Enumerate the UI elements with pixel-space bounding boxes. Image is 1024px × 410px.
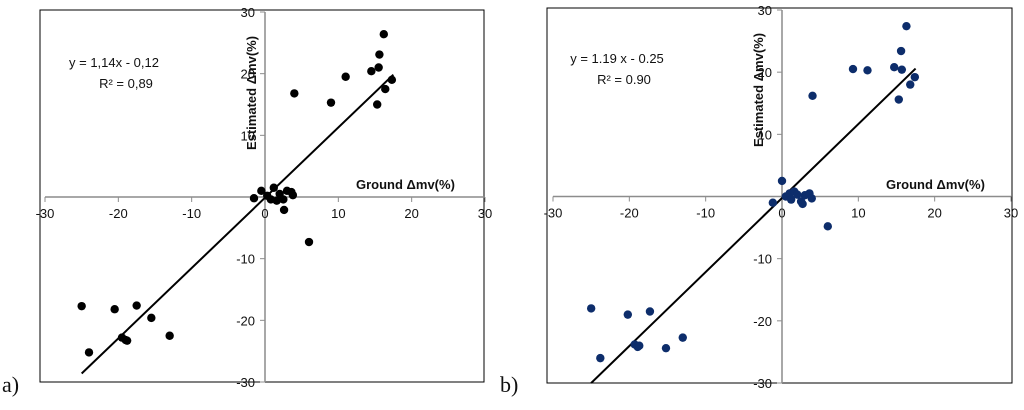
- data-point-b: [894, 95, 903, 104]
- y-tick-label-a: -10: [236, 252, 255, 267]
- x-tick-label-b: -10: [696, 206, 715, 221]
- data-point-b: [897, 65, 907, 74]
- y-tick-label-b: 30: [758, 3, 772, 18]
- data-point-a: [304, 237, 314, 247]
- x-tick-label-a: -10: [182, 206, 201, 221]
- data-point-a: [279, 195, 288, 204]
- data-point-b: [596, 353, 605, 363]
- data-point-b: [807, 194, 816, 203]
- data-point-a: [132, 301, 141, 310]
- data-point-a: [387, 75, 397, 85]
- data-point-a: [77, 301, 86, 311]
- x-tick-label-b: -30: [544, 206, 563, 221]
- x-tick-label-b: 10: [851, 206, 865, 221]
- data-point-a: [279, 205, 289, 215]
- data-point-b: [823, 222, 832, 231]
- x-tick-label-b: -20: [620, 206, 639, 221]
- data-point-b: [808, 91, 817, 100]
- data-point-a: [84, 348, 94, 357]
- data-point-a: [288, 190, 298, 200]
- panel-a: a) y = 1,14x - 0,12 R² = 0,89 Ground Δmv…: [2, 5, 492, 397]
- x-axis-label-b: Ground Δmv(%): [886, 177, 985, 192]
- data-point-b: [786, 195, 796, 204]
- y-axis-label-a: Estimated Δmv(%): [244, 36, 259, 150]
- equation-a: y = 1,14x - 0,12: [69, 55, 159, 70]
- data-point-b: [777, 176, 787, 186]
- x-tick-label-a: -30: [36, 206, 55, 221]
- data-point-a: [374, 63, 383, 72]
- regression-line-b: [590, 67, 917, 384]
- data-point-b: [635, 341, 644, 350]
- y-tick-label-a: 10: [241, 128, 255, 143]
- y-tick-label-a: 20: [241, 67, 255, 82]
- data-point-a: [290, 89, 299, 98]
- r-squared-a: R² = 0,89: [99, 76, 153, 91]
- data-point-a: [269, 183, 278, 192]
- x-tick-label-b: 20: [927, 206, 941, 221]
- data-point-b: [678, 333, 687, 342]
- data-point-a: [272, 196, 281, 205]
- data-point-b: [623, 310, 633, 319]
- plot-content-a: -30 -20 -10 0 10 20 30 -30 -20 -10 10 20 30: [36, 5, 493, 390]
- data-point-b: [586, 304, 596, 313]
- data-point-a: [165, 331, 174, 340]
- data-point-b: [902, 21, 911, 31]
- r-squared-b: R² = 0.90: [597, 72, 651, 87]
- data-point-a: [379, 30, 388, 39]
- x-axis-label-a: Ground Δmv(%): [356, 177, 455, 192]
- y-axis-label-b: Estimated Δmv(%): [751, 33, 766, 147]
- x-tick-label-a: 30: [478, 206, 492, 221]
- y-tick-label-a: -30: [236, 375, 255, 390]
- data-point-b: [848, 64, 858, 74]
- x-tick-label-a: 20: [404, 206, 418, 221]
- x-tick-label-a: 0: [261, 206, 268, 221]
- data-point-a: [381, 84, 390, 94]
- y-tick-label-b: -20: [753, 314, 772, 329]
- panel-b: b) y = 1.19 x - 0.25 R² = 0.90 Ground Δm…: [500, 3, 1018, 397]
- data-point-b: [645, 307, 655, 316]
- y-tick-label-a: -20: [236, 313, 255, 328]
- y-tick-label-b: 20: [758, 65, 772, 80]
- data-point-b: [793, 190, 802, 199]
- y-tick-label-b: -10: [753, 252, 772, 267]
- x-tick-label-a: 10: [331, 206, 345, 221]
- data-point-b: [798, 199, 807, 209]
- y-tick-label-b: 10: [758, 127, 772, 142]
- data-point-a: [122, 336, 132, 345]
- data-point-a: [367, 67, 376, 76]
- data-point-b: [896, 46, 906, 56]
- x-tick-label-b: 0: [778, 206, 785, 221]
- y-tick-label-b: -30: [753, 376, 772, 391]
- data-point-b: [890, 62, 899, 72]
- data-point-a: [326, 98, 336, 107]
- x-tick-label-a: -20: [109, 206, 128, 221]
- y-tick-label-a: 30: [241, 5, 255, 20]
- panel-label-a: a): [2, 372, 19, 397]
- data-point-a: [375, 50, 384, 59]
- data-point-a: [257, 186, 266, 196]
- data-point-a: [341, 72, 350, 81]
- data-point-a: [147, 313, 156, 323]
- data-point-b: [661, 343, 671, 353]
- x-tick-label-b: 30: [1004, 206, 1018, 221]
- data-point-a: [110, 305, 119, 314]
- data-point-a: [249, 194, 259, 203]
- data-point-b: [863, 66, 872, 75]
- data-point-b: [906, 80, 915, 89]
- plot-content-b: -30 -20 -10 0 10 20 30 -30 -20 -10 10 20 30: [544, 3, 1019, 391]
- data-point-a: [373, 100, 382, 109]
- panel-label-b: b): [500, 372, 518, 397]
- equation-b: y = 1.19 x - 0.25: [570, 51, 664, 66]
- data-point-b: [768, 198, 778, 207]
- data-point-b: [910, 72, 920, 82]
- regression-line-a: [80, 73, 395, 375]
